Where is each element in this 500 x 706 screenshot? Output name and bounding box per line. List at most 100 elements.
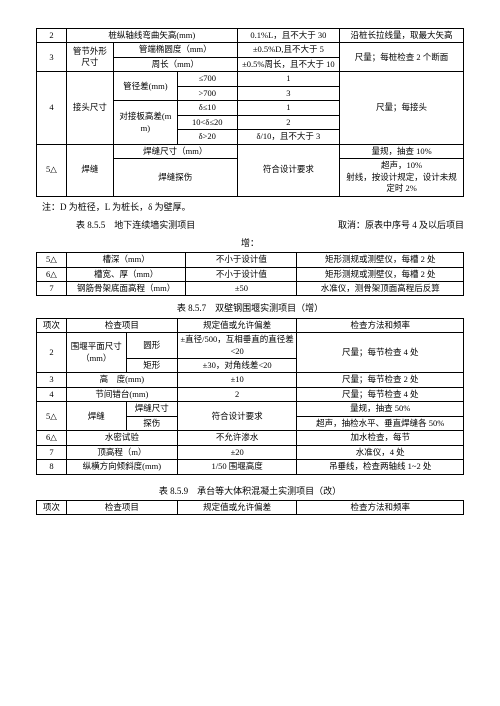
- cell-sub: 焊缝探伤: [113, 159, 237, 196]
- cell-spec: ±10: [177, 373, 297, 387]
- th: 项次: [37, 318, 67, 332]
- cell-item: 节间错台(mm): [66, 387, 177, 401]
- cell-item: 水密试验: [66, 431, 177, 445]
- cell-item: 接头尺寸: [66, 72, 113, 144]
- cell-item: 焊缝: [66, 402, 126, 431]
- cell-item: 槽宽、厚（mm）: [66, 267, 186, 281]
- cell-no: 7: [37, 445, 67, 459]
- cell-spec: 2: [177, 387, 297, 401]
- cell: 1: [237, 101, 339, 115]
- cell: ±30，对角线差<20: [177, 359, 297, 373]
- cell-sub: 管径差(mm): [113, 72, 177, 101]
- th: 项次: [37, 500, 67, 514]
- table-1: 2 桩纵轴线弯曲矢高(mm) 0.1%L，且不大于 30 沿桩长拉线量，取最大矢…: [36, 28, 464, 197]
- table-row: 2 桩纵轴线弯曲矢高(mm) 0.1%L，且不大于 30 沿桩长拉线量，取最大矢…: [37, 29, 464, 43]
- cell: 焊缝尺寸: [126, 402, 177, 416]
- cell-method: 尺量；每节检查 2 处: [297, 373, 464, 387]
- cell-no: 3: [37, 43, 67, 72]
- footnote: 注：D 为桩径，L 为桩长，δ 为壁厚。: [42, 201, 464, 213]
- table-row: 4 接头尺寸 管径差(mm) ≤700 1 尺量；每接头: [37, 72, 464, 86]
- cell: 10<δ≤20: [177, 115, 237, 129]
- cell-method: 沿桩长拉线量，取最大矢高: [340, 29, 464, 43]
- cell: 2: [237, 115, 339, 129]
- cell-spec: ±0.5%周长，且不大于 10: [237, 57, 339, 71]
- caption-c: 增：: [36, 237, 464, 249]
- caption-row: 表 8.5.5 地下连续墙实测项目 取消：原表中序号 4 及以后项目: [36, 219, 464, 231]
- cell-no: 2: [37, 333, 67, 373]
- cell-item: 槽深（mm）: [66, 253, 186, 267]
- cell-item: 管节外形尺寸: [66, 43, 113, 72]
- cell-item: 围堰平面尺寸（mm）: [66, 333, 126, 373]
- th: 检查方法和频率: [297, 500, 464, 514]
- cell-method: 尺量；每节检查 4 处: [297, 387, 464, 401]
- cell-spec: ±0.5%D,且不大于 5: [237, 43, 339, 57]
- cell-sub: 对接板高差(mm): [113, 101, 177, 144]
- cell-spec: 不小于设计值: [186, 253, 297, 267]
- cell-sub: 周长（mm）: [113, 57, 237, 71]
- th: 检查项目: [66, 500, 177, 514]
- cell-method: 量规，抽查 10%: [340, 144, 464, 158]
- caption-2: 表 8.5.7 双壁钢围堰实测项目（增）: [36, 302, 464, 314]
- cell-sub: 焊缝尺寸（mm）: [113, 144, 237, 158]
- cell-no: 5△: [37, 402, 67, 431]
- cell-spec: 1/50 围堰高度: [177, 460, 297, 474]
- cell-method: 吊垂线，检查两轴线 1~2 处: [297, 460, 464, 474]
- cell-method: 水准仪，测骨架顶面高程后反算: [297, 281, 464, 295]
- cell-spec: 不允许渗水: [177, 431, 297, 445]
- cell-spec: 0.1%L，且不大于 30: [237, 29, 339, 43]
- cell: 3: [237, 86, 339, 100]
- th: 规定值或允许偏差: [177, 318, 297, 332]
- cell-method: 超声，10% 射线，按设计规定，设计未规定时 2%: [340, 159, 464, 196]
- th: 检查方法和频率: [297, 318, 464, 332]
- cell-item: 顶高程（m）: [66, 445, 177, 459]
- cell-method: 尺量；每节检查 4 处: [297, 333, 464, 373]
- cell-item: 钢筋骨架底面高程（mm）: [66, 281, 186, 295]
- cell-no: 2: [37, 29, 67, 43]
- cell: 1: [237, 72, 339, 86]
- cell-spec: 符合设计要求: [237, 144, 339, 196]
- cell-no: 4: [37, 72, 67, 144]
- cell-no: 5△: [37, 144, 67, 196]
- cell-item: 高 度(mm): [66, 373, 177, 387]
- cell-spec: ±50: [186, 281, 297, 295]
- table-4: 项次检查项目规定值或允许偏差检查方法和频率: [36, 500, 464, 515]
- cell: δ/10，且不大于 3: [237, 130, 339, 144]
- caption-3: 表 8.5.9 承台等大体积混凝土实测项目（改）: [36, 485, 464, 497]
- cell-sub: 管端椭圆度（mm）: [113, 43, 237, 57]
- cell-method: 尺量；每接头: [340, 72, 464, 144]
- cell-method: 矩形测规或测壁仪，每槽 2 处: [297, 253, 464, 267]
- cell-no: 6△: [37, 431, 67, 445]
- cell: 圆形: [126, 333, 177, 359]
- table-row: 3 管节外形尺寸 管端椭圆度（mm） ±0.5%D,且不大于 5 尺量；每桩检查…: [37, 43, 464, 57]
- cell-method: 水准仪，4 处: [297, 445, 464, 459]
- cell: >700: [177, 86, 237, 100]
- th: 规定值或允许偏差: [177, 500, 297, 514]
- cell: δ≤10: [177, 101, 237, 115]
- table-row: 5△ 焊缝 焊缝尺寸（mm） 符合设计要求 量规，抽查 10%: [37, 144, 464, 158]
- cell-method: 加水检查，每节: [297, 431, 464, 445]
- cell-no: 8: [37, 460, 67, 474]
- table-2: 5△槽深（mm）不小于设计值矩形测规或测壁仪，每槽 2 处 6△槽宽、厚（mm）…: [36, 252, 464, 296]
- cell-no: 5△: [37, 253, 67, 267]
- cell: 矩形: [126, 359, 177, 373]
- cell-no: 6△: [37, 267, 67, 281]
- cell-no: 7: [37, 281, 67, 295]
- cell: δ>20: [177, 130, 237, 144]
- cell-no: 3: [37, 373, 67, 387]
- cell-no: 4: [37, 387, 67, 401]
- cell-method: 矩形测规或测壁仪，每槽 2 处: [297, 267, 464, 281]
- cell-item: 焊缝: [66, 144, 113, 196]
- cell-item: 桩纵轴线弯曲矢高(mm): [66, 29, 237, 43]
- cell-spec: 符合设计要求: [177, 402, 297, 431]
- cell-method: 尺量；每桩检查 2 个断面: [340, 43, 464, 72]
- caption-b: 取消：原表中序号 4 及以后项目: [338, 219, 464, 231]
- table-3: 项次检查项目规定值或允许偏差检查方法和频率 2 围堰平面尺寸（mm） 圆形 ±直…: [36, 318, 464, 475]
- th: 检查项目: [66, 318, 177, 332]
- cell-spec: 不小于设计值: [186, 267, 297, 281]
- cell: 探伤: [126, 416, 177, 430]
- cell-method: 量规，抽查 50%: [297, 402, 464, 416]
- cell-item: 纵横方向倾斜度(mm): [66, 460, 177, 474]
- cell-method: 超声，抽检水平、垂直焊缝各 50%: [297, 416, 464, 430]
- cell-spec: ±20: [177, 445, 297, 459]
- cell: ≤700: [177, 72, 237, 86]
